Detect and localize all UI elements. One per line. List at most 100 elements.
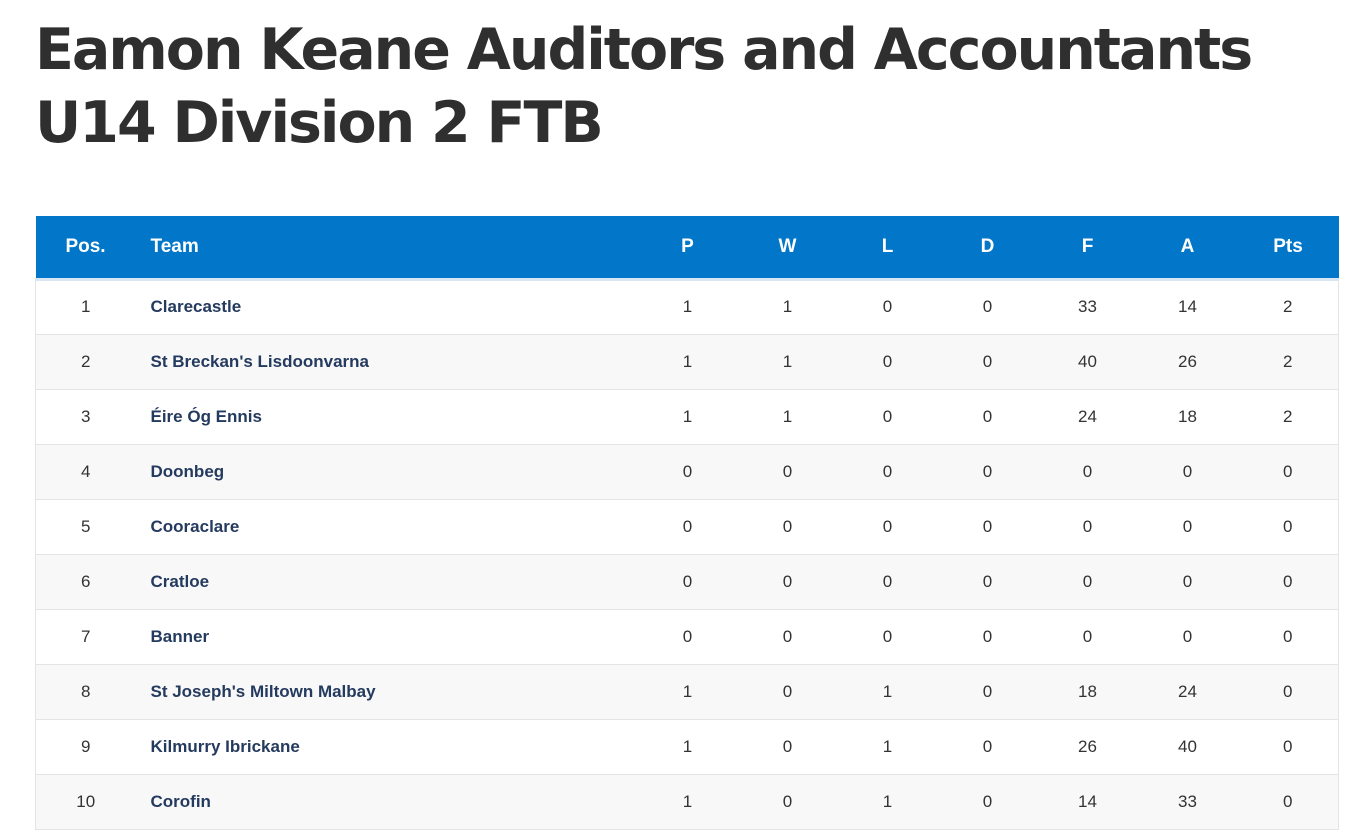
cell-points: 0 [1237,664,1339,720]
cell-won: 0 [737,774,838,830]
cell-for: 26 [1037,719,1138,775]
header-played: P [637,216,738,281]
table-row: 8 St Joseph's Miltown Malbay 1 0 1 0 18 … [35,664,1339,720]
cell-drawn: 0 [937,609,1038,665]
page-title: Eamon Keane Auditors and Accountants U14… [35,17,1253,156]
cell-points: 0 [1237,444,1339,500]
cell-drawn: 0 [937,444,1038,500]
team-link[interactable]: St Breckan's Lisdoonvarna [150,351,370,371]
table-row: 1 Clarecastle 1 1 0 0 33 14 2 [35,279,1339,335]
cell-won: 0 [737,444,838,500]
cell-points: 0 [1237,609,1339,665]
cell-drawn: 0 [937,334,1038,390]
cell-won: 0 [737,554,838,610]
table-header: Pos. Team P W L D F A Pts [35,216,1339,281]
cell-against: 33 [1137,774,1238,830]
cell-for: 0 [1037,609,1138,665]
cell-drawn: 0 [937,499,1038,555]
cell-drawn: 0 [937,554,1038,610]
header-lost: L [837,216,938,281]
cell-lost: 0 [837,609,938,665]
cell-played: 1 [637,389,738,445]
cell-for: 24 [1037,389,1138,445]
team-link[interactable]: Corofin [150,791,211,811]
cell-pos: 10 [35,774,136,830]
cell-points: 0 [1237,774,1339,830]
team-link[interactable]: Cooraclare [150,516,240,536]
cell-drawn: 0 [937,389,1038,445]
team-link[interactable]: Clarecastle [150,297,242,316]
cell-against: 14 [1137,279,1238,335]
cell-against: 26 [1137,334,1238,390]
cell-drawn: 0 [937,774,1038,830]
cell-against: 0 [1137,609,1238,665]
cell-drawn: 0 [937,664,1038,720]
table-row: 2 St Breckan's Lisdoonvarna 1 1 0 0 40 2… [35,334,1339,390]
cell-for: 18 [1037,664,1138,720]
cell-won: 0 [737,664,838,720]
table-row: 3 Éire Óg Ennis 1 1 0 0 24 18 2 [35,389,1339,445]
cell-played: 0 [637,499,738,555]
cell-team: Clarecastle [135,279,638,335]
cell-points: 0 [1237,719,1339,775]
cell-lost: 1 [837,774,938,830]
cell-for: 0 [1037,444,1138,500]
cell-lost: 0 [837,279,938,335]
team-link[interactable]: Banner [150,626,210,646]
cell-won: 1 [737,279,838,335]
header-for: F [1037,216,1138,281]
cell-against: 0 [1137,554,1238,610]
cell-played: 0 [637,554,738,610]
team-link[interactable]: St Joseph's Miltown Malbay [150,681,376,701]
cell-pos: 8 [35,664,136,720]
table-row: 7 Banner 0 0 0 0 0 0 0 [35,609,1339,665]
cell-for: 40 [1037,334,1138,390]
cell-lost: 0 [837,499,938,555]
cell-lost: 1 [837,719,938,775]
table-row: 5 Cooraclare 0 0 0 0 0 0 0 [35,499,1339,555]
cell-team: St Breckan's Lisdoonvarna [135,334,638,390]
cell-pos: 7 [35,609,136,665]
cell-team: St Joseph's Miltown Malbay [135,664,638,720]
cell-points: 2 [1237,279,1339,335]
cell-for: 33 [1037,279,1138,335]
cell-played: 0 [637,444,738,500]
cell-for: 14 [1037,774,1138,830]
cell-won: 1 [737,389,838,445]
table-body: 1 Clarecastle 1 1 0 0 33 14 2 2 St Breck… [35,279,1339,830]
cell-pos: 4 [35,444,136,500]
league-table: Pos. Team P W L D F A Pts 1 Clarecastle … [35,216,1339,830]
header-team: Team [135,216,638,281]
cell-pos: 3 [35,389,136,445]
team-link[interactable]: Kilmurry Ibrickane [150,736,300,756]
cell-team: Cratloe [135,554,638,610]
team-link[interactable]: Éire Óg Ennis [150,406,262,426]
cell-lost: 0 [837,444,938,500]
cell-points: 2 [1237,389,1339,445]
cell-against: 24 [1137,664,1238,720]
cell-played: 0 [637,609,738,665]
cell-points: 0 [1237,554,1339,610]
header-pos: Pos. [35,216,136,281]
cell-won: 1 [737,334,838,390]
cell-pos: 6 [35,554,136,610]
cell-lost: 1 [837,664,938,720]
cell-pos: 9 [35,719,136,775]
team-link[interactable]: Doonbeg [150,461,225,481]
cell-points: 0 [1237,499,1339,555]
cell-for: 0 [1037,554,1138,610]
cell-pos: 5 [35,499,136,555]
cell-played: 1 [637,664,738,720]
cell-against: 0 [1137,499,1238,555]
header-row: Pos. Team P W L D F A Pts [35,216,1339,281]
cell-team: Corofin [135,774,638,830]
cell-won: 0 [737,499,838,555]
cell-drawn: 0 [937,279,1038,335]
cell-won: 0 [737,609,838,665]
table-row: 10 Corofin 1 0 1 0 14 33 0 [35,774,1339,830]
cell-pos: 2 [35,334,136,390]
cell-won: 0 [737,719,838,775]
cell-team: Doonbeg [135,444,638,500]
header-won: W [737,216,838,281]
team-link[interactable]: Cratloe [150,571,210,591]
